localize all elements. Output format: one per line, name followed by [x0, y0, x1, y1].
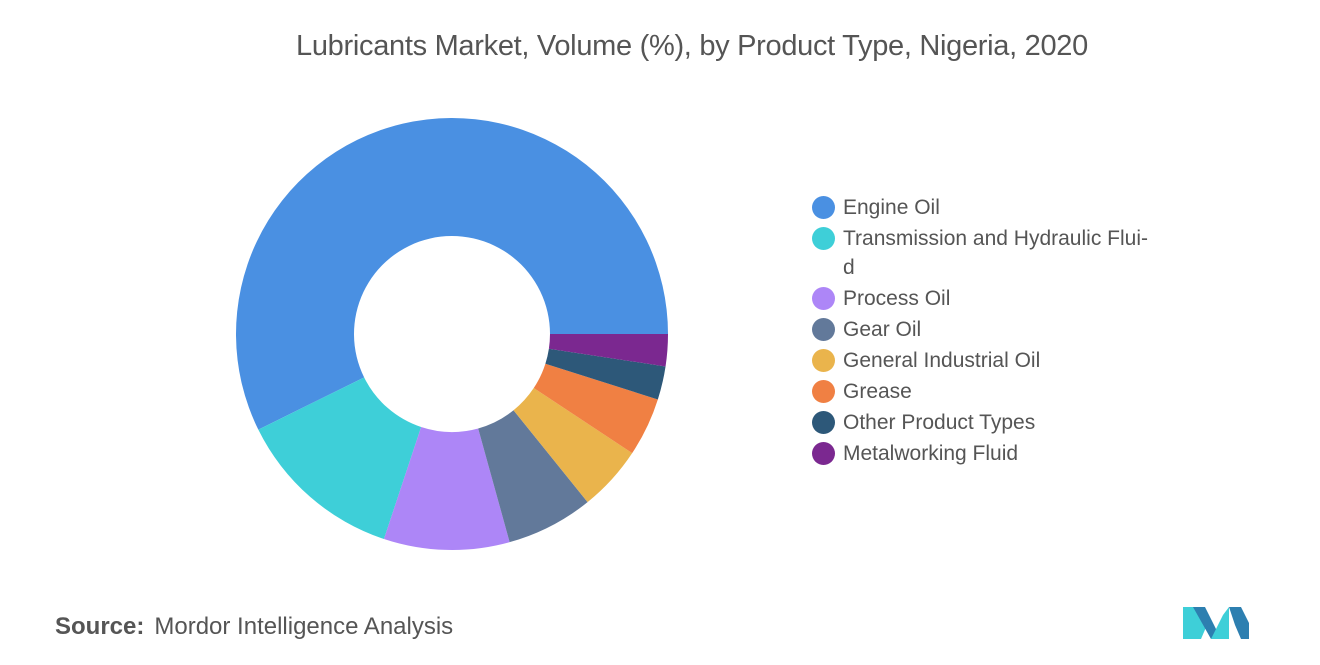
legend-label: Other Product Types — [843, 411, 1036, 434]
legend-item: Process Oil — [812, 284, 1172, 313]
mordor-logo-icon — [1183, 607, 1249, 639]
donut-slice-other-product-types — [545, 348, 666, 400]
legend-item: Gear Oil — [812, 315, 1172, 344]
legend-item: General Industrial Oil — [812, 346, 1172, 375]
legend-swatch — [812, 227, 835, 250]
legend-item: Engine Oil — [812, 193, 1172, 222]
legend-label: Transmission and Hydraulic Flui-d — [843, 227, 1148, 279]
legend-item: Transmission and Hydraulic Flui-d — [812, 224, 1172, 282]
legend-label: Metalworking Fluid — [843, 442, 1019, 465]
legend-label: Gear Oil — [843, 318, 922, 341]
legend-swatch — [812, 380, 835, 403]
legend-label: Engine Oil — [843, 196, 940, 219]
legend-label: General Industrial Oil — [843, 349, 1041, 372]
source-note: Source: Mordor Intelligence Analysis — [55, 613, 453, 641]
legend-swatch — [812, 318, 835, 341]
chart-title: Lubricants Market, Volume (%), by Produc… — [296, 30, 1088, 62]
legend-item: Other Product Types — [812, 408, 1172, 437]
source-text: Mordor Intelligence Analysis — [154, 613, 454, 640]
donut-slice-engine-oil — [236, 118, 668, 430]
legend-swatch — [812, 411, 835, 434]
legend-item: Metalworking Fluid — [812, 439, 1172, 468]
donut-slice-grease — [533, 363, 658, 454]
donut-slice-general-industrial-oil — [513, 388, 633, 503]
legend-swatch — [812, 196, 835, 219]
legend-swatch — [812, 349, 835, 372]
source-label: Source: — [55, 613, 145, 640]
donut-slice-process-oil — [383, 427, 510, 550]
legend-label: Grease — [843, 380, 912, 403]
legend-item: Grease — [812, 377, 1172, 406]
legend-label: Process Oil — [843, 287, 951, 310]
chart-legend: Engine Oil Transmission and Hydraulic Flu… — [812, 193, 1172, 470]
donut-slice-gear-oil — [478, 410, 588, 543]
legend-swatch — [812, 442, 835, 465]
donut-slice-metalworking-fluid — [548, 334, 668, 367]
donut-slice-transmission-and-hydraulic-fluid — [258, 377, 422, 540]
legend-swatch — [812, 287, 835, 310]
